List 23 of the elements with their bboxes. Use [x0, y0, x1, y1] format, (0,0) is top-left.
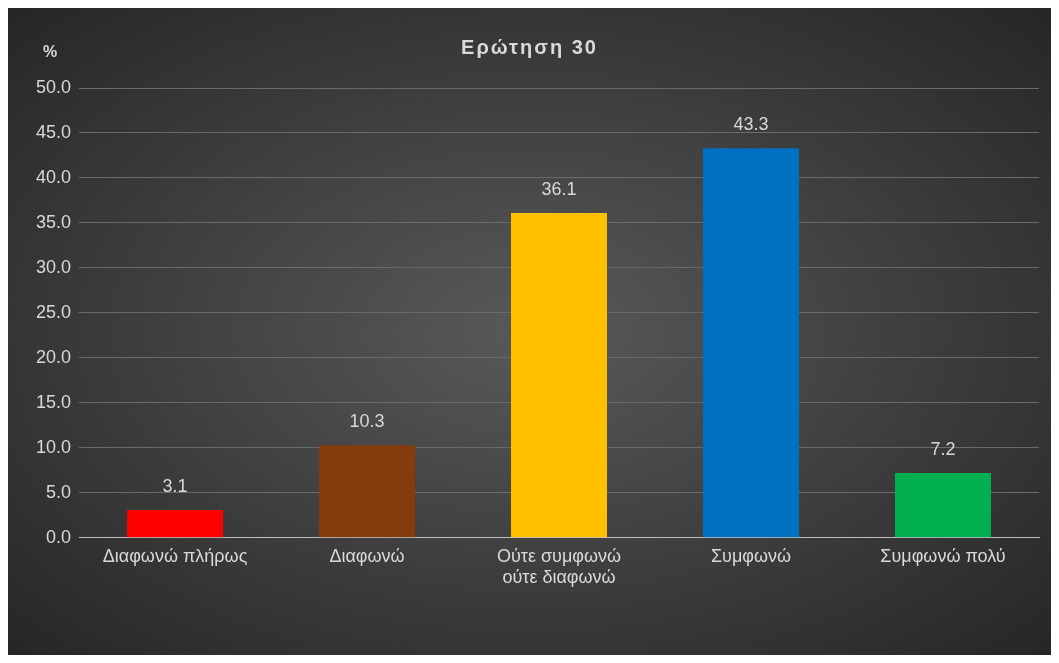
y-tick-label: 45.0	[35, 121, 72, 142]
y-tick-label: 0.0	[46, 526, 72, 547]
data-label: 36.1	[541, 179, 577, 200]
y-tick-label: 5.0	[46, 481, 72, 502]
y-tick-label: 30.0	[35, 256, 72, 277]
x-tick-label: Συμφωνώ	[710, 545, 792, 566]
x-tick-label: Διαφωνώ πλήρως	[102, 545, 248, 566]
x-tick-label: Ούτε συμφωνώ ούτε διαφωνώ	[496, 545, 622, 588]
data-label: 7.2	[930, 439, 956, 459]
y-axis-title: %	[42, 43, 58, 61]
chart-title: Ερώτηση 30	[461, 35, 598, 58]
y-tick-label: 50.0	[35, 76, 72, 97]
data-label: 43.3	[733, 114, 769, 135]
x-tick-label: Διαφωνώ	[329, 545, 405, 566]
y-tick-label: 20.0	[35, 346, 72, 367]
y-tick-label: 10.0	[35, 436, 72, 457]
y-tick-label: 35.0	[35, 211, 72, 232]
x-tick-label: Συμφωνώ πολύ	[880, 545, 1006, 566]
data-label: 3.1	[162, 475, 188, 496]
y-tick-label: 25.0	[35, 301, 72, 322]
y-tick-label: 40.0	[35, 166, 72, 187]
y-tick-label: 15.0	[35, 391, 72, 412]
data-label: 10.3	[349, 411, 385, 432]
